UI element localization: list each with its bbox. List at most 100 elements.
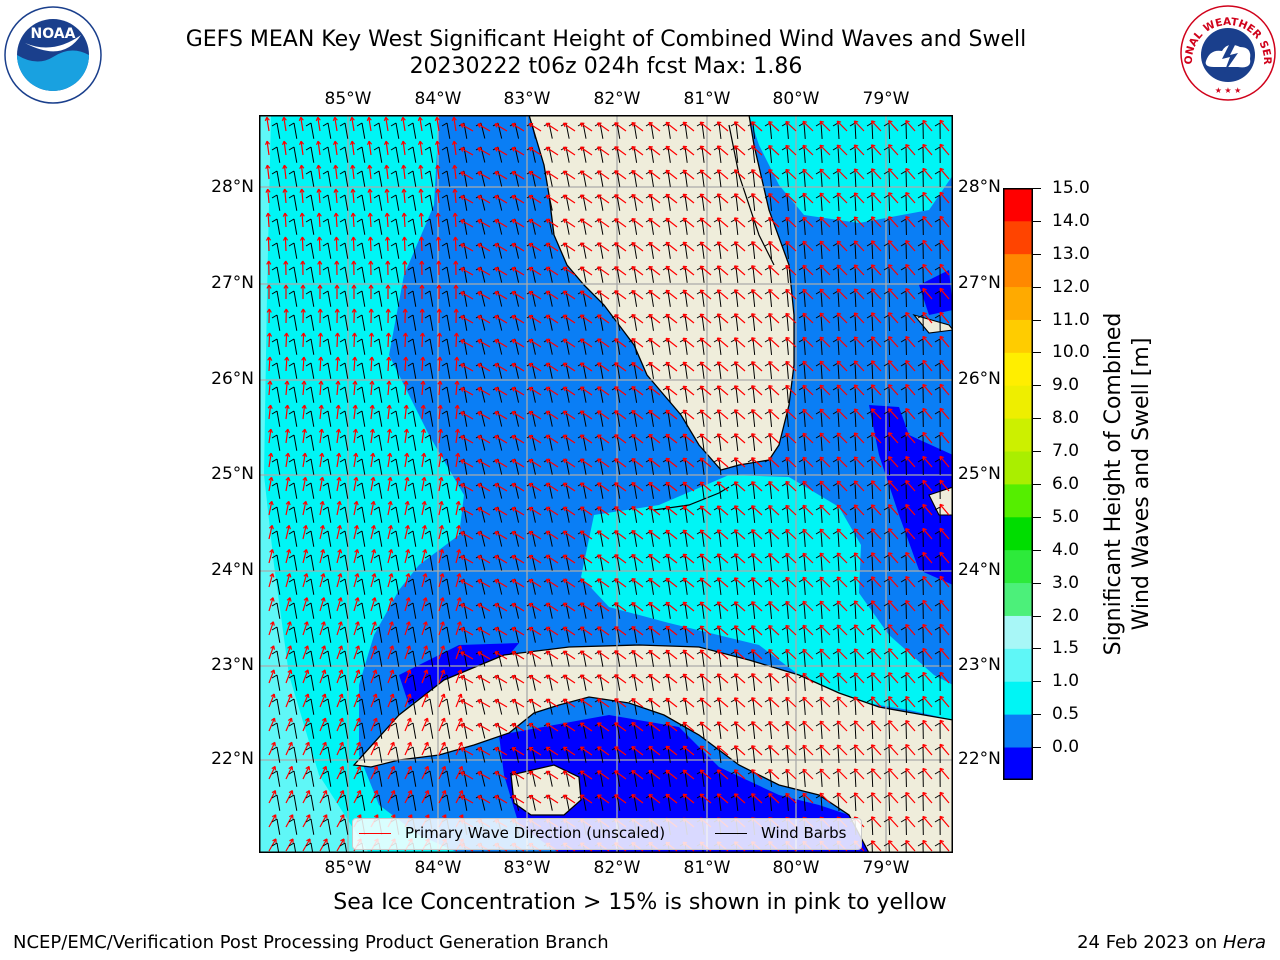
wind-barb: [407, 698, 417, 715]
wave-direction-arrow: [905, 623, 916, 636]
wave-direction-arrow: [460, 123, 474, 132]
wave-direction-arrow: [922, 503, 933, 516]
wave-direction-arrow: [351, 332, 358, 348]
wind-barb: [883, 290, 891, 308]
wave-direction-arrow: [460, 699, 474, 708]
wave-direction-arrow: [614, 338, 627, 348]
wave-direction-arrow: [384, 164, 390, 180]
wave-direction-arrow: [939, 239, 950, 252]
wind-barb: [424, 674, 434, 691]
wave-direction-arrow: [682, 265, 695, 276]
wave-direction-arrow: [665, 721, 678, 732]
wave-direction-arrow: [268, 765, 277, 780]
wave-direction-arrow: [665, 625, 678, 636]
wind-barb: [322, 674, 332, 691]
lat-label-right: 27°N: [958, 273, 1001, 293]
wind-barb: [934, 218, 941, 236]
wind-barb: [424, 338, 434, 355]
wave-direction-arrow: [386, 428, 393, 444]
wave-direction-arrow: [853, 504, 865, 516]
colorbar-tick-mark: [1033, 352, 1041, 354]
noaa-logo: NOAA: [4, 6, 102, 104]
wave-direction-arrow: [351, 308, 357, 324]
wave-direction-arrow: [631, 410, 644, 420]
wave-direction-arrow: [870, 264, 882, 276]
wave-direction-arrow: [420, 356, 426, 372]
wave-direction-arrow: [802, 528, 814, 540]
wave-direction-arrow: [353, 741, 361, 756]
wind-barb: [883, 458, 891, 476]
wind-barb: [866, 602, 874, 620]
colorbar-label-line2: Wind Waves and Swell [m]: [1129, 337, 1154, 631]
wave-direction-arrow: [315, 116, 321, 132]
wave-direction-arrow: [887, 552, 899, 564]
wave-direction-arrow: [460, 531, 474, 540]
wind-barb: [934, 386, 941, 404]
wave-direction-arrow: [939, 359, 950, 372]
wave-direction-arrow: [631, 194, 644, 204]
wind-barb: [305, 146, 315, 163]
wave-direction-arrow: [562, 602, 576, 612]
wave-direction-arrow: [802, 672, 814, 684]
wind-barb: [441, 578, 451, 595]
wave-direction-arrow: [353, 621, 360, 636]
wave-direction-arrow: [460, 195, 474, 204]
wind-barb: [288, 818, 298, 835]
wind-barb: [849, 626, 857, 644]
wind-barb: [883, 194, 891, 212]
wave-direction-arrow: [922, 575, 933, 588]
wind-barb: [305, 242, 315, 259]
wave-direction-arrow: [453, 332, 460, 348]
wave-direction-arrow: [420, 428, 427, 444]
wave-direction-arrow: [494, 411, 508, 420]
wave-direction-arrow: [460, 291, 474, 300]
wave-direction-arrow: [494, 723, 508, 732]
wave-direction-arrow: [268, 452, 274, 468]
wave-direction-arrow: [317, 308, 323, 324]
wave-direction-arrow: [268, 476, 274, 492]
wind-barb: [407, 602, 417, 619]
wave-direction-arrow: [750, 217, 763, 228]
wind-barb: [917, 290, 924, 308]
wind-barb: [917, 698, 924, 716]
wave-direction-arrow: [477, 171, 491, 180]
wave-direction-arrow: [511, 339, 525, 348]
wind-barb: [305, 722, 315, 739]
wave-direction-arrow: [436, 308, 442, 324]
wave-direction-arrow: [454, 380, 460, 396]
wave-direction-arrow: [285, 621, 292, 636]
wave-direction-arrow: [455, 573, 462, 588]
wind-barb: [390, 602, 400, 619]
wind-barb: [849, 698, 857, 716]
wave-direction-arrow: [716, 769, 729, 780]
wave-direction-arrow: [905, 719, 916, 732]
wave-direction-arrow: [922, 671, 933, 684]
wave-direction-arrow: [887, 336, 899, 348]
wave-direction-arrow: [336, 549, 343, 564]
wave-direction-arrow: [750, 649, 763, 660]
wind-barb: [339, 266, 349, 283]
wave-direction-arrow: [421, 500, 427, 516]
wind-barb: [917, 554, 924, 572]
wave-direction-arrow: [922, 551, 933, 564]
wave-direction-arrow: [545, 122, 559, 132]
wave-direction-arrow: [887, 672, 899, 684]
wave-direction-arrow: [836, 288, 848, 300]
wave-direction-arrow: [716, 649, 729, 660]
wave-direction-arrow: [352, 404, 358, 420]
wave-direction-arrow: [785, 552, 797, 564]
wind-barb: [390, 290, 400, 307]
wave-direction-arrow: [336, 500, 342, 516]
footer-host: Hera: [1222, 932, 1266, 953]
wave-direction-arrow: [268, 838, 277, 852]
wave-direction-arrow: [315, 140, 322, 156]
wave-direction-arrow: [511, 435, 525, 444]
wind-barb: [271, 290, 281, 307]
wave-direction-arrow: [768, 240, 780, 252]
wind-barb: [849, 770, 857, 788]
wind-barb: [441, 602, 451, 619]
wave-direction-arrow: [267, 356, 273, 372]
wind-barb: [288, 554, 298, 571]
wave-direction-arrow: [631, 530, 644, 540]
colorbar-tick-label: 13.0: [1052, 243, 1090, 264]
